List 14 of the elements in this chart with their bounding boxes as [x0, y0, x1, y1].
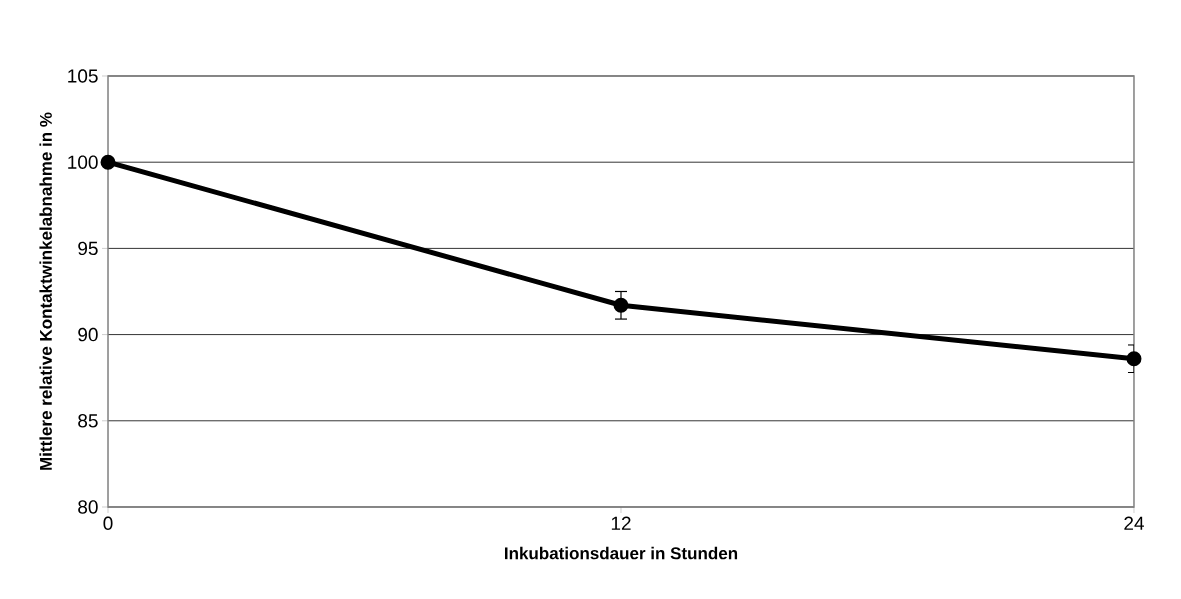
y-tick-label: 100 — [68, 155, 98, 169]
y-tick-label: 80 — [78, 500, 98, 514]
x-tick-label: 24 — [1124, 516, 1144, 530]
y-axis-title: Mittlere relative Kontaktwinkelabnahme in % — [39, 112, 52, 470]
y-tick-label: 95 — [78, 241, 98, 256]
y-tick-label: 90 — [78, 327, 98, 342]
y-tick-label: 105 — [68, 69, 98, 83]
y-tick-label: 85 — [78, 414, 98, 428]
x-tick-label: 12 — [611, 516, 631, 530]
x-axis-title: Inkubationsdauer in Stunden — [505, 546, 738, 560]
point — [1126, 351, 1142, 367]
point — [613, 297, 629, 313]
x-tick-label: 0 — [103, 516, 113, 530]
point — [100, 154, 116, 170]
